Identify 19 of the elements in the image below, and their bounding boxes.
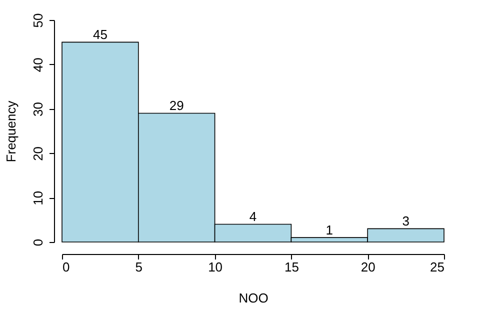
data-label: 3 [402,214,410,229]
y-tick-label: 40 [30,58,46,72]
x-tick-label: 25 [430,260,444,274]
y-tick-label: 50 [30,13,46,28]
y-tick-label: 30 [30,102,46,117]
y-tick-label: 20 [30,146,46,161]
data-label: 29 [169,98,184,114]
x-tick-label: 20 [360,260,376,274]
x-tick-label: 0 [62,260,70,274]
x-tick-label: 5 [135,260,143,274]
y-tick-label: 10 [30,190,46,206]
x-tick-label: 10 [208,260,223,274]
data-label: 45 [92,27,108,42]
x-axis-title: NOO [238,290,268,306]
y-axis-title: Frequency [4,100,18,162]
data-label: 4 [249,209,257,224]
x-tick-label: 15 [284,260,299,274]
y-tick-label: 0 [30,238,46,246]
data-label: 1 [326,222,334,238]
